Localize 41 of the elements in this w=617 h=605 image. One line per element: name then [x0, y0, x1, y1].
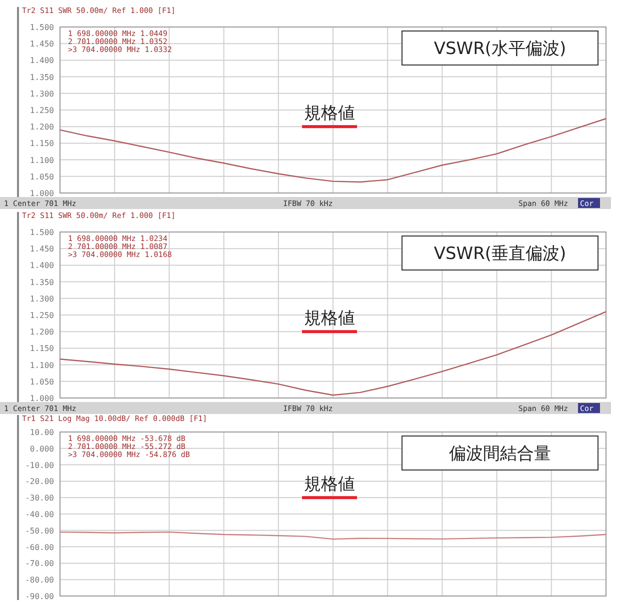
- y-tick-label: -10.00: [25, 460, 54, 470]
- ref-line-label: 規格値: [304, 104, 355, 124]
- y-tick-label: 0.000: [30, 444, 54, 454]
- y-tick-label: -30.00: [25, 494, 54, 503]
- text: VSWR(水平偏波): [434, 39, 566, 59]
- y-tick-label: 1.100: [30, 156, 54, 165]
- y-tick-label: 1.400: [30, 261, 54, 270]
- y-tick-label: -70.00: [25, 559, 54, 568]
- y-tick-label: 1.250: [30, 106, 54, 115]
- y-tick-label: 1.200: [30, 328, 54, 337]
- y-tick-label: -80.00: [25, 576, 54, 585]
- y-tick-label: -60.00: [25, 542, 54, 552]
- y-tick-label: -20.00: [25, 477, 54, 486]
- y-tick-label: 1.100: [30, 360, 54, 370]
- y-tick-label: 1.500: [30, 23, 54, 32]
- y-tick-label: 1.000: [30, 189, 54, 198]
- ref-line-label: 規格値: [304, 308, 355, 329]
- y-tick-label: 1.150: [30, 139, 54, 148]
- y-tick-label: -50.00: [25, 526, 54, 536]
- y-tick-label: 1.200: [30, 122, 54, 132]
- y-tick-label: 1.350: [30, 278, 54, 287]
- y-tick-label: 1.250: [30, 311, 54, 320]
- y-tick-label: -90.00: [25, 592, 54, 601]
- y-tick-label: 1.350: [30, 72, 54, 82]
- y-tick-label: 10.00: [30, 428, 54, 437]
- y-tick-label: 1.300: [30, 89, 54, 98]
- y-tick-label: 1.450: [30, 244, 54, 254]
- text: 偏波間結合量: [449, 444, 551, 464]
- line-series: [59, 531, 607, 540]
- y-tick-label: 1.450: [30, 40, 54, 49]
- y-tick-label: 1.000: [30, 394, 54, 403]
- y-tick-label: 1.500: [30, 228, 54, 237]
- ref-line-label: 規格値: [304, 474, 355, 495]
- line-series: [59, 311, 607, 396]
- y-tick-label: 1.300: [30, 294, 54, 304]
- y-tick-label: 1.400: [30, 56, 54, 66]
- y-tick-label: -40.00: [25, 510, 54, 519]
- text: VSWR(垂直偏波): [434, 244, 566, 264]
- y-tick-label: 1.050: [30, 172, 54, 182]
- y-tick-label: 1.150: [30, 344, 54, 354]
- y-tick-label: 1.050: [30, 377, 54, 386]
